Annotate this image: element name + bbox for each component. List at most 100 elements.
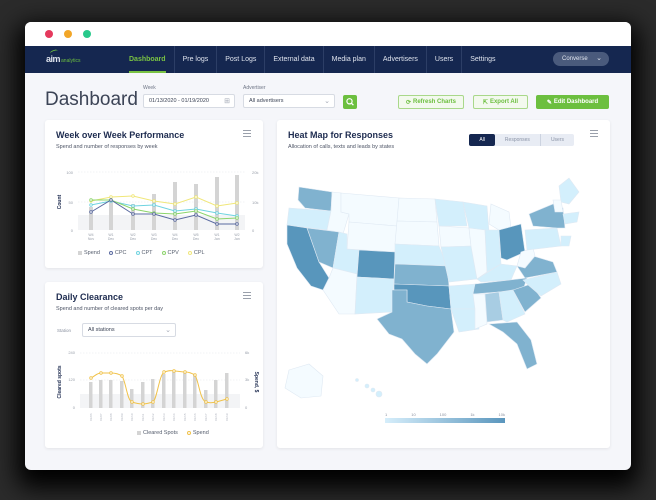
chevron-down-icon: ⌄ [165,327,171,334]
state-pa [524,227,562,251]
edit-dashboard-button[interactable]: ✎ Edit Dashboard [536,95,609,109]
svg-text:0: 0 [252,228,255,233]
state-fl [487,321,538,370]
legend-spend[interactable]: Spend [186,430,209,436]
chart-legend: Spend CPC CPT CPV CPL [78,250,205,256]
svg-text:01/15: 01/15 [183,413,187,421]
svg-text:W5: W5 [193,233,198,237]
state-hi [355,378,383,398]
station-select[interactable]: All stations ⌄ [82,323,176,337]
nav-settings[interactable]: Settings [461,46,503,73]
state-il [468,227,488,280]
export-all-button[interactable]: ⇱ Export All [473,95,528,109]
svg-text:W3: W3 [151,233,156,237]
state-ia [438,225,472,248]
legend-cpt[interactable]: CPT [135,250,153,256]
refresh-label: Refresh Charts [413,99,457,105]
svg-text:W4: W4 [172,233,177,237]
state-mi [488,203,512,231]
state-me [558,177,580,205]
heat-map-card: Heat Map for Responses Allocation of cal… [277,120,610,448]
nav-dashboard[interactable]: Dashboard [121,46,174,73]
svg-text:240: 240 [68,350,75,355]
minimize-window-button[interactable] [64,30,72,38]
advertiser-select[interactable]: All advertisers ⌄ [243,94,335,108]
nav-users[interactable]: Users [425,46,461,73]
heatmap-scale-labels: 1 10 100 1k 10k [385,412,505,417]
station-value: All stations [88,327,115,333]
nav-external-data[interactable]: External data [264,46,322,73]
nav-advertisers[interactable]: Advertisers [373,46,426,73]
state-wa [297,186,333,212]
card-title: Heat Map for Responses [288,130,394,140]
nav-media-plan[interactable]: Media plan [322,46,374,73]
svg-text:01/09: 01/09 [120,413,124,421]
svg-text:100: 100 [66,170,73,175]
card-subtitle: Spend and number of cleared spots per da… [56,306,164,312]
hamburger-menu-icon[interactable] [590,130,598,139]
tab-responses[interactable]: Responses [504,137,530,143]
svg-text:01/06: 01/06 [89,413,93,421]
us-heat-map[interactable] [277,164,610,434]
maximize-window-button[interactable] [83,30,91,38]
tab-users[interactable]: Users [539,134,574,146]
svg-text:50: 50 [69,200,74,205]
week-date-range-input[interactable]: 01/13/2020 - 01/19/2020 ⊞ [143,94,235,108]
legend-spend[interactable]: Spend [78,250,100,256]
card-subtitle: Spend and number of responses by week [56,144,158,150]
aim-analytics-logo[interactable]: aim analytics [46,48,81,64]
export-label: Export All [489,99,519,105]
svg-text:01/14: 01/14 [172,413,176,421]
state-wi [462,201,490,233]
hamburger-menu-icon[interactable] [243,292,251,301]
nav-post-logs[interactable]: Post Logs [216,46,264,73]
refresh-charts-button[interactable]: ⟳ Refresh Charts [398,95,464,109]
state-ar [448,283,478,310]
account-select[interactable]: Converse ⌄ [553,52,609,66]
edit-label: Edit Dashboard [553,99,599,105]
nav-pre-logs[interactable]: Pre logs [173,46,217,73]
state-la [450,308,480,333]
legend-cpc[interactable]: CPC [108,250,127,256]
top-navbar: aim analytics Dashboard Pre logs Post Lo… [25,46,631,73]
state-tx [376,289,455,365]
svg-text:20k: 20k [252,170,258,175]
week-label: Week [143,85,156,91]
svg-text:01/08: 01/08 [109,413,113,421]
calendar-icon: ⊞ [224,98,230,105]
svg-text:0: 0 [73,405,76,410]
refresh-icon: ⟳ [405,99,411,106]
state-oh [498,223,526,261]
daily-clearance-card: Daily Clearance Spend and number of clea… [45,282,263,448]
search-button[interactable] [343,95,357,109]
state-ga [498,289,526,323]
main-nav: Dashboard Pre logs Post Logs External da… [121,46,503,73]
state-sd [394,220,440,247]
hamburger-menu-icon[interactable] [243,130,251,139]
state-nj-md-de [560,235,572,247]
card-title: Week over Week Performance [56,130,185,140]
svg-text:Count: Count [57,194,63,209]
daily-clearance-chart: 240 120 0 6k 3k 0 Cleared spots Spend, $ [57,350,259,421]
svg-text:W1: W1 [214,233,219,237]
logo-subtext: analytics [61,58,81,64]
svg-text:01/16: 01/16 [193,413,197,421]
legend-cleared-spots[interactable]: Cleared Spots [137,430,178,436]
legend-cpv[interactable]: CPV [161,250,179,256]
export-icon: ⇱ [482,99,488,106]
tab-all[interactable]: All [469,134,495,146]
svg-text:Spend, $: Spend, $ [253,372,259,393]
state-az [322,267,358,315]
svg-text:0: 0 [245,405,248,410]
title-bar [25,22,631,46]
chart-legend: Cleared Spots Spend [137,430,209,436]
station-label: Station [57,328,72,333]
state-nm [354,276,395,315]
state-mt [340,192,400,227]
close-window-button[interactable] [45,30,53,38]
state-ks [393,263,450,287]
heatmap-color-scale [385,418,505,423]
legend-cpl[interactable]: CPL [187,250,205,256]
week-over-week-chart: 100 50 0 20k 10k 0 Count Spend, $ [57,170,258,241]
svg-text:W2: W2 [234,233,239,237]
